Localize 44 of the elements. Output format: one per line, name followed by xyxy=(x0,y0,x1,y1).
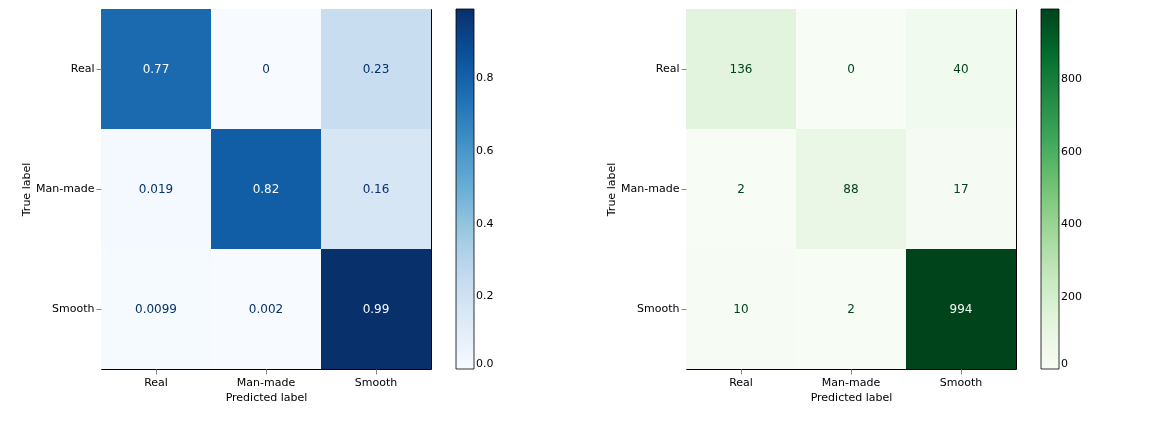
y-tick-label: Man-made xyxy=(36,182,95,195)
color-bar-label: 400 xyxy=(1061,217,1082,231)
y-tick-label: Real xyxy=(655,62,680,75)
data-label: 88 xyxy=(843,182,859,196)
y-tick-label: Smooth xyxy=(637,302,680,315)
x-tick-label: Smooth xyxy=(354,375,398,389)
data-label: 40 xyxy=(953,62,969,76)
x-tick-label: Man-made xyxy=(236,375,296,389)
data-label: 2 xyxy=(737,182,745,196)
y-axis-title: True label xyxy=(20,162,34,218)
color-bar-label: 200 xyxy=(1061,289,1082,303)
y-tick-label: Smooth xyxy=(52,302,95,315)
data-label: 0.99 xyxy=(362,302,390,316)
y-tick-label: Real xyxy=(70,62,95,75)
x-axis-title: Predicted label xyxy=(225,390,308,404)
data-label: 0.002 xyxy=(248,302,284,316)
color-bar-label: 0.0 xyxy=(476,357,494,370)
color-bar-label: 0.6 xyxy=(476,143,494,157)
data-label: 10 xyxy=(733,302,749,316)
y-axis-title: True label xyxy=(605,162,619,218)
data-label: 0.23 xyxy=(362,62,390,76)
x-tick-label: Real xyxy=(729,375,753,389)
data-label: 0.0099 xyxy=(135,302,177,316)
data-label: 0 xyxy=(262,62,270,76)
color-bar-label: 600 xyxy=(1061,144,1082,158)
x-tick-label: Smooth xyxy=(939,375,983,389)
y-tick-label: Man-made xyxy=(621,182,680,195)
data-label: 136 xyxy=(729,62,753,76)
x-axis-title: Predicted label xyxy=(810,390,893,404)
data-label: 0 xyxy=(847,62,855,76)
data-label: 17 xyxy=(953,182,969,196)
x-tick-label: Real xyxy=(144,375,168,389)
data-label: 0.019 xyxy=(138,182,174,196)
color-bar-label: 800 xyxy=(1061,72,1082,86)
data-label: 0.16 xyxy=(362,182,390,196)
color-bar-label: 0 xyxy=(1061,357,1068,370)
data-label: 994 xyxy=(949,302,973,316)
data-label: 0.82 xyxy=(252,182,280,196)
color-bar-label: 0.2 xyxy=(476,289,494,303)
data-label: 2 xyxy=(847,302,855,316)
color-bar-label: 0.8 xyxy=(476,71,494,85)
data-label: 0.77 xyxy=(142,62,170,76)
color-bar-label: 0.4 xyxy=(476,216,494,230)
x-tick-label: Man-made xyxy=(821,375,881,389)
